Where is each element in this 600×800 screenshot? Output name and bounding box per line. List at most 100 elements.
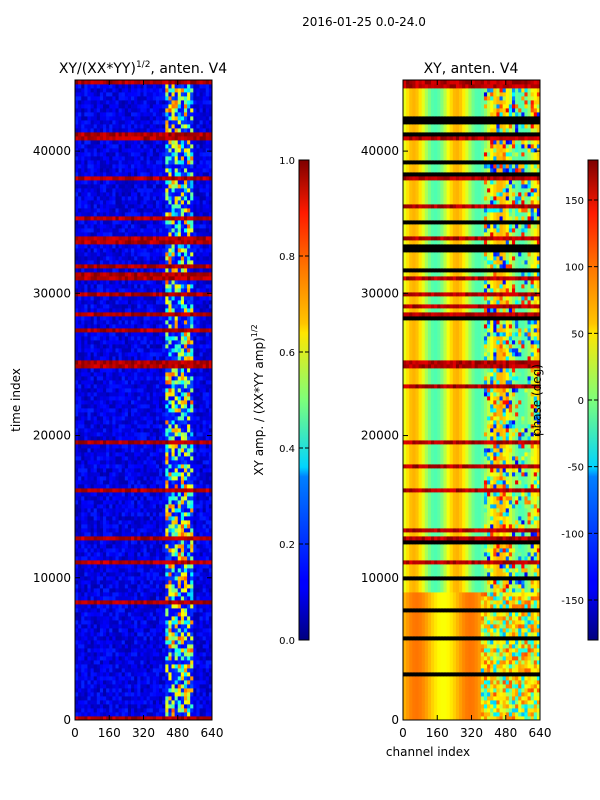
heatmap-cell xyxy=(162,472,166,477)
heatmap-cell xyxy=(171,392,176,397)
heatmap-cell xyxy=(152,284,157,289)
heatmap-cell xyxy=(140,572,144,577)
heatmap-cell xyxy=(171,424,176,429)
heatmap-cell xyxy=(127,340,132,345)
heatmap-cell xyxy=(134,716,138,721)
heatmap-cell xyxy=(199,596,204,601)
heatmap-cell xyxy=(103,512,107,517)
heatmap-cell xyxy=(180,328,185,333)
heatmap-cell xyxy=(84,464,88,469)
heatmap-cell xyxy=(149,268,154,273)
left-title: XY/(XX*YY)1/2, anten. V4 xyxy=(59,60,227,77)
heatmap-cell xyxy=(84,524,88,529)
heatmap-cell xyxy=(168,328,172,333)
heatmap-cell xyxy=(149,432,154,437)
heatmap-cell xyxy=(208,408,213,413)
heatmap-cell xyxy=(146,360,151,365)
heatmap-cell xyxy=(109,548,113,553)
heatmap-cell xyxy=(106,688,110,693)
heatmap-cell xyxy=(137,320,141,325)
heatmap-cell xyxy=(112,656,116,661)
heatmap-cell xyxy=(196,464,200,469)
heatmap-cell xyxy=(159,440,163,445)
heatmap-cell xyxy=(202,316,207,321)
heatmap-cell xyxy=(84,316,88,321)
heatmap-cell xyxy=(96,520,101,525)
heatmap-cell xyxy=(162,476,166,481)
heatmap-cell xyxy=(103,664,107,669)
heatmap-cell xyxy=(174,592,179,597)
heatmap-cell xyxy=(87,340,91,345)
heatmap-cell xyxy=(78,596,82,601)
heatmap-cell xyxy=(103,360,107,365)
heatmap-cell xyxy=(187,664,191,669)
heatmap-cell xyxy=(109,332,113,337)
heatmap-cell xyxy=(190,612,194,617)
heatmap-cell xyxy=(93,648,98,653)
heatmap-cell xyxy=(187,528,191,533)
heatmap-cell xyxy=(171,408,176,413)
heatmap-cell xyxy=(193,356,197,361)
heatmap-cell xyxy=(121,652,126,657)
heatmap-cell xyxy=(103,388,107,393)
heatmap-cell xyxy=(78,632,82,637)
heatmap-cell xyxy=(183,452,188,457)
heatmap-cell xyxy=(109,644,113,649)
heatmap-cell xyxy=(143,608,148,613)
heatmap-cell xyxy=(174,372,179,377)
heatmap-cell xyxy=(137,460,141,465)
heatmap-cell xyxy=(75,656,79,661)
heatmap-cell xyxy=(202,448,207,453)
heatmap-cell xyxy=(174,604,179,609)
heatmap-cell xyxy=(171,284,176,289)
heatmap-cell xyxy=(75,320,79,325)
heatmap-cell xyxy=(149,464,154,469)
heatmap-cell xyxy=(205,496,210,501)
heatmap-cell xyxy=(93,556,98,561)
heatmap-cell xyxy=(103,376,107,381)
heatmap-cell xyxy=(187,320,191,325)
heatmap-cell xyxy=(190,368,194,373)
heatmap-cell xyxy=(155,640,160,645)
heatmap-cell xyxy=(131,532,135,537)
heatmap-cell xyxy=(78,628,82,633)
heatmap-cell xyxy=(155,688,160,693)
heatmap-cell xyxy=(99,532,104,537)
heatmap-cell xyxy=(140,620,144,625)
heatmap-cell xyxy=(155,584,160,589)
heatmap-cell xyxy=(159,396,163,401)
heatmap-cell xyxy=(127,456,132,461)
heatmap-cell xyxy=(87,420,91,425)
heatmap-cell xyxy=(131,432,135,437)
heatmap-cell xyxy=(121,604,126,609)
heatmap-cell xyxy=(106,600,110,605)
heatmap-cell xyxy=(78,520,82,525)
heatmap-cell xyxy=(143,392,148,397)
heatmap-cell xyxy=(152,608,157,613)
heatmap-cell xyxy=(109,464,113,469)
heatmap-cell xyxy=(103,276,107,281)
heatmap-cell xyxy=(96,524,101,529)
heatmap-cell xyxy=(121,644,126,649)
heatmap-cell xyxy=(183,348,188,353)
heatmap-cell xyxy=(202,440,207,445)
heatmap-cell xyxy=(183,476,188,481)
heatmap-cell xyxy=(187,292,191,297)
heatmap-cell xyxy=(143,316,148,321)
heatmap-cell xyxy=(134,648,138,653)
heatmap-cell xyxy=(78,604,82,609)
heatmap-cell xyxy=(183,344,188,349)
heatmap-cell xyxy=(149,452,154,457)
heatmap-cell xyxy=(143,508,148,513)
heatmap-cell xyxy=(183,592,188,597)
heatmap-cell xyxy=(106,296,110,301)
heatmap-cell xyxy=(193,520,197,525)
heatmap-cell xyxy=(205,484,210,489)
heatmap-cell xyxy=(171,404,176,409)
heatmap-cell xyxy=(168,336,172,341)
heatmap-cell xyxy=(202,424,207,429)
heatmap-cell xyxy=(177,436,182,441)
heatmap-cell xyxy=(174,664,179,669)
heatmap-cell xyxy=(103,384,107,389)
heatmap-cell xyxy=(155,316,160,321)
